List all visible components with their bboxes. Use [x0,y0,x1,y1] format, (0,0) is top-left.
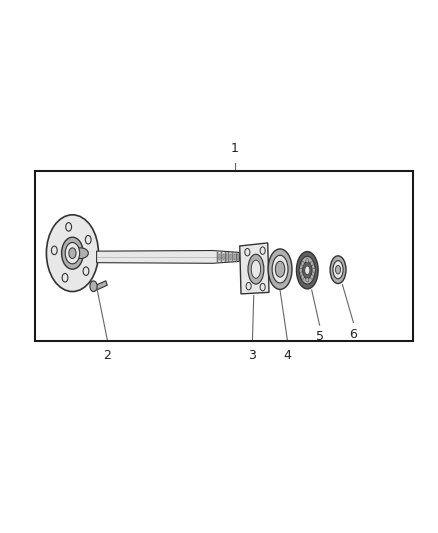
Ellipse shape [244,248,249,256]
Ellipse shape [62,273,68,282]
Bar [224,252,225,262]
Text: 5: 5 [315,330,323,343]
Bar [233,254,234,260]
Bar [217,252,218,262]
Ellipse shape [61,237,83,269]
Ellipse shape [247,254,263,284]
Bar [231,252,233,262]
Ellipse shape [66,223,71,231]
Text: 6: 6 [349,328,357,341]
Ellipse shape [305,278,308,282]
Ellipse shape [69,248,76,259]
Bar [237,254,238,260]
Ellipse shape [72,248,88,259]
Ellipse shape [305,259,308,263]
Ellipse shape [332,261,343,279]
Ellipse shape [300,261,304,265]
Ellipse shape [65,243,79,264]
Ellipse shape [312,268,314,272]
Ellipse shape [329,256,345,284]
Ellipse shape [302,262,311,279]
Text: 3: 3 [248,349,256,362]
Ellipse shape [246,282,251,290]
Ellipse shape [268,249,291,289]
Ellipse shape [310,275,313,279]
Ellipse shape [260,247,265,254]
Ellipse shape [335,265,340,274]
Ellipse shape [51,246,57,255]
Bar [235,252,236,262]
Text: 2: 2 [103,349,111,362]
Ellipse shape [310,261,313,265]
Ellipse shape [85,236,91,244]
Ellipse shape [275,261,284,277]
Ellipse shape [251,260,260,278]
Bar [35,171,412,341]
Ellipse shape [46,215,98,292]
Polygon shape [239,243,268,294]
Ellipse shape [299,256,314,284]
Ellipse shape [300,275,304,279]
Ellipse shape [90,281,97,292]
Bar [220,252,222,262]
Text: 4: 4 [283,349,291,362]
Polygon shape [93,281,107,290]
Ellipse shape [299,268,301,272]
Bar [226,254,227,260]
Polygon shape [96,251,239,263]
Ellipse shape [296,252,318,289]
Ellipse shape [272,255,287,283]
Ellipse shape [304,266,309,274]
Text: 1: 1 [230,142,238,155]
Bar [228,252,229,262]
Ellipse shape [83,267,88,276]
Ellipse shape [260,284,265,291]
